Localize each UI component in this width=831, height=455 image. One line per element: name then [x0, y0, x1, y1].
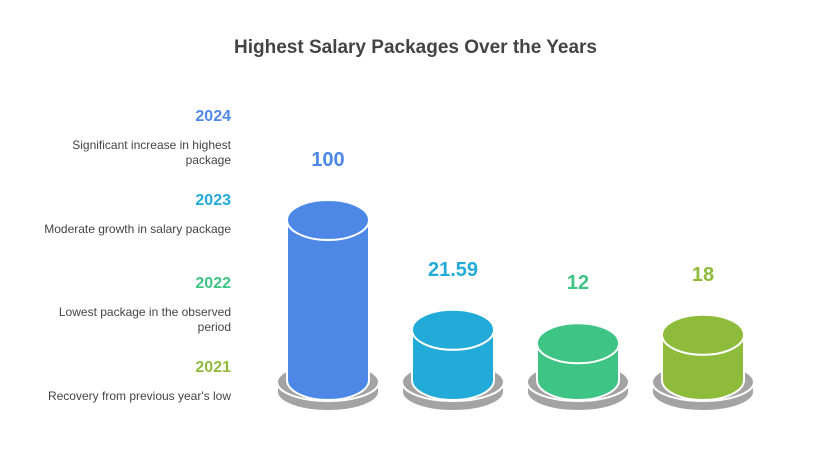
legend-desc-2021: Recovery from previous year's low — [47, 389, 231, 403]
cylinder-top-2023 — [411, 308, 495, 351]
legend-desc-2022: Lowest package in the observed period — [58, 305, 231, 334]
cylinder-top-2021 — [661, 313, 745, 356]
value-label-2022: 12 — [567, 272, 589, 294]
value-label-2021: 18 — [692, 264, 714, 286]
value-label-2024: 100 — [311, 149, 344, 171]
legend-year-2022: 2022 — [195, 275, 231, 292]
legend-desc-2023: Moderate growth in salary package — [44, 222, 231, 236]
value-label-2023: 21.59 — [428, 259, 478, 281]
legend-year-2023: 2023 — [195, 192, 231, 209]
cylinder-body-2024 — [286, 219, 370, 401]
cylinder-top-2024 — [286, 199, 370, 241]
cylinder-top-2022 — [536, 322, 620, 365]
legend-desc-2024: Significant increase in highest package — [72, 138, 231, 167]
chart-title: Highest Salary Packages Over the Years — [234, 37, 597, 58]
legend-year-2021: 2021 — [195, 359, 231, 376]
legend-year-2024: 2024 — [195, 108, 231, 125]
